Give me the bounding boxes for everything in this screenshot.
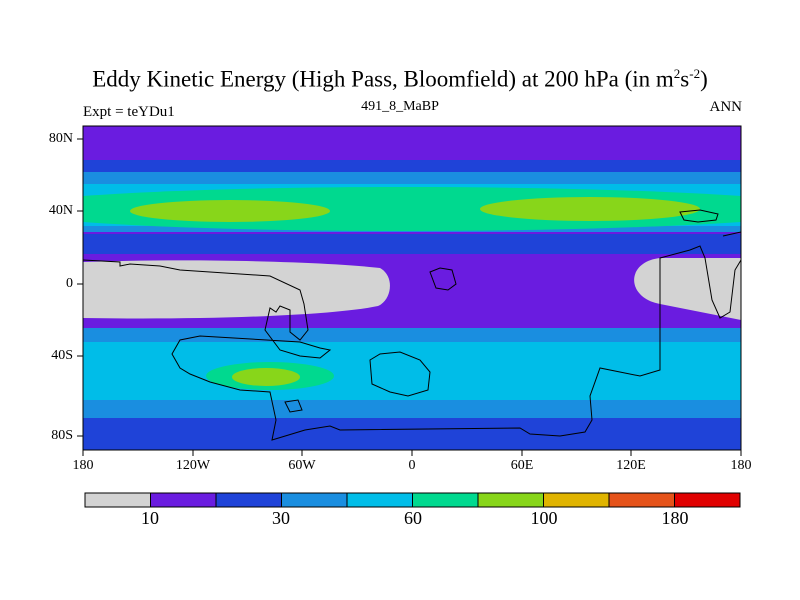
colorbar-label-60: 60	[404, 508, 422, 528]
lat-label-40n: 40N	[48, 203, 73, 218]
colorbar-swatch-3	[281, 492, 348, 508]
lon-ticks	[82, 450, 742, 456]
colorbar-label-100: 100	[530, 508, 558, 528]
title-main: Eddy Kinetic Energy (High Pass, Bloomfie…	[92, 66, 674, 92]
experiment-label: Expt = teYDu1	[83, 104, 175, 120]
colorbar-swatch-1	[150, 492, 217, 508]
lat-ticks	[77, 138, 83, 437]
title-sup-1: 2	[673, 66, 681, 81]
land-west-dry	[83, 260, 390, 319]
colorbar-swatch-6	[477, 492, 544, 508]
colorbar-swatch-9	[674, 492, 741, 508]
land-outlines	[83, 209, 741, 441]
max-south-core	[232, 368, 300, 386]
colorbar-swatch-0	[84, 492, 151, 508]
title-sup-2: -2	[689, 66, 701, 81]
max-north-pacific	[480, 197, 700, 221]
coastline-island-d	[722, 231, 741, 237]
lon-label-180w: 180	[72, 458, 94, 473]
coastline-peninsula	[429, 267, 457, 291]
lon-label-60e: 60E	[510, 458, 534, 473]
lat-label-80n: 80N	[48, 131, 73, 146]
lon-label-120w: 120W	[175, 458, 211, 473]
lon-label-60w: 60W	[288, 458, 316, 473]
coastline-island-a	[369, 351, 431, 397]
lon-label-180e: 180	[730, 458, 752, 473]
season-label: ANN	[709, 99, 743, 115]
colorbar	[84, 492, 741, 508]
colorbar-label-10: 10	[141, 508, 159, 528]
colorbar-label-180: 180	[661, 508, 689, 528]
lat-label-80s: 80S	[51, 428, 73, 443]
plot-title: Eddy Kinetic Energy (High Pass, Bloomfie…	[0, 66, 800, 93]
coastline-west-continent	[83, 245, 741, 441]
lat-label-0: 0	[66, 276, 73, 291]
colorbar-swatch-7	[543, 492, 610, 508]
lat-label-40s: 40S	[51, 348, 73, 363]
coastline-island-c	[284, 399, 303, 413]
colorbar-swatch-8	[608, 492, 675, 508]
band-polar-south	[83, 418, 741, 450]
band-north-light	[83, 234, 741, 254]
band-south-blue	[83, 400, 741, 418]
lon-label-120e: 120E	[616, 458, 646, 473]
lon-label-0: 0	[408, 458, 416, 473]
title-end: )	[700, 66, 708, 92]
title-mid: s	[680, 66, 690, 92]
colorbar-label-30: 30	[272, 508, 290, 528]
plot-subtitle: 491_8_MaBP	[361, 99, 439, 114]
coastline-island-b	[679, 209, 719, 223]
colorbar-swatch-4	[346, 492, 413, 508]
colorbar-swatch-2	[215, 492, 282, 508]
max-north-atlantic	[130, 200, 330, 222]
colorbar-swatch-5	[412, 492, 479, 508]
contour-field	[83, 126, 741, 450]
